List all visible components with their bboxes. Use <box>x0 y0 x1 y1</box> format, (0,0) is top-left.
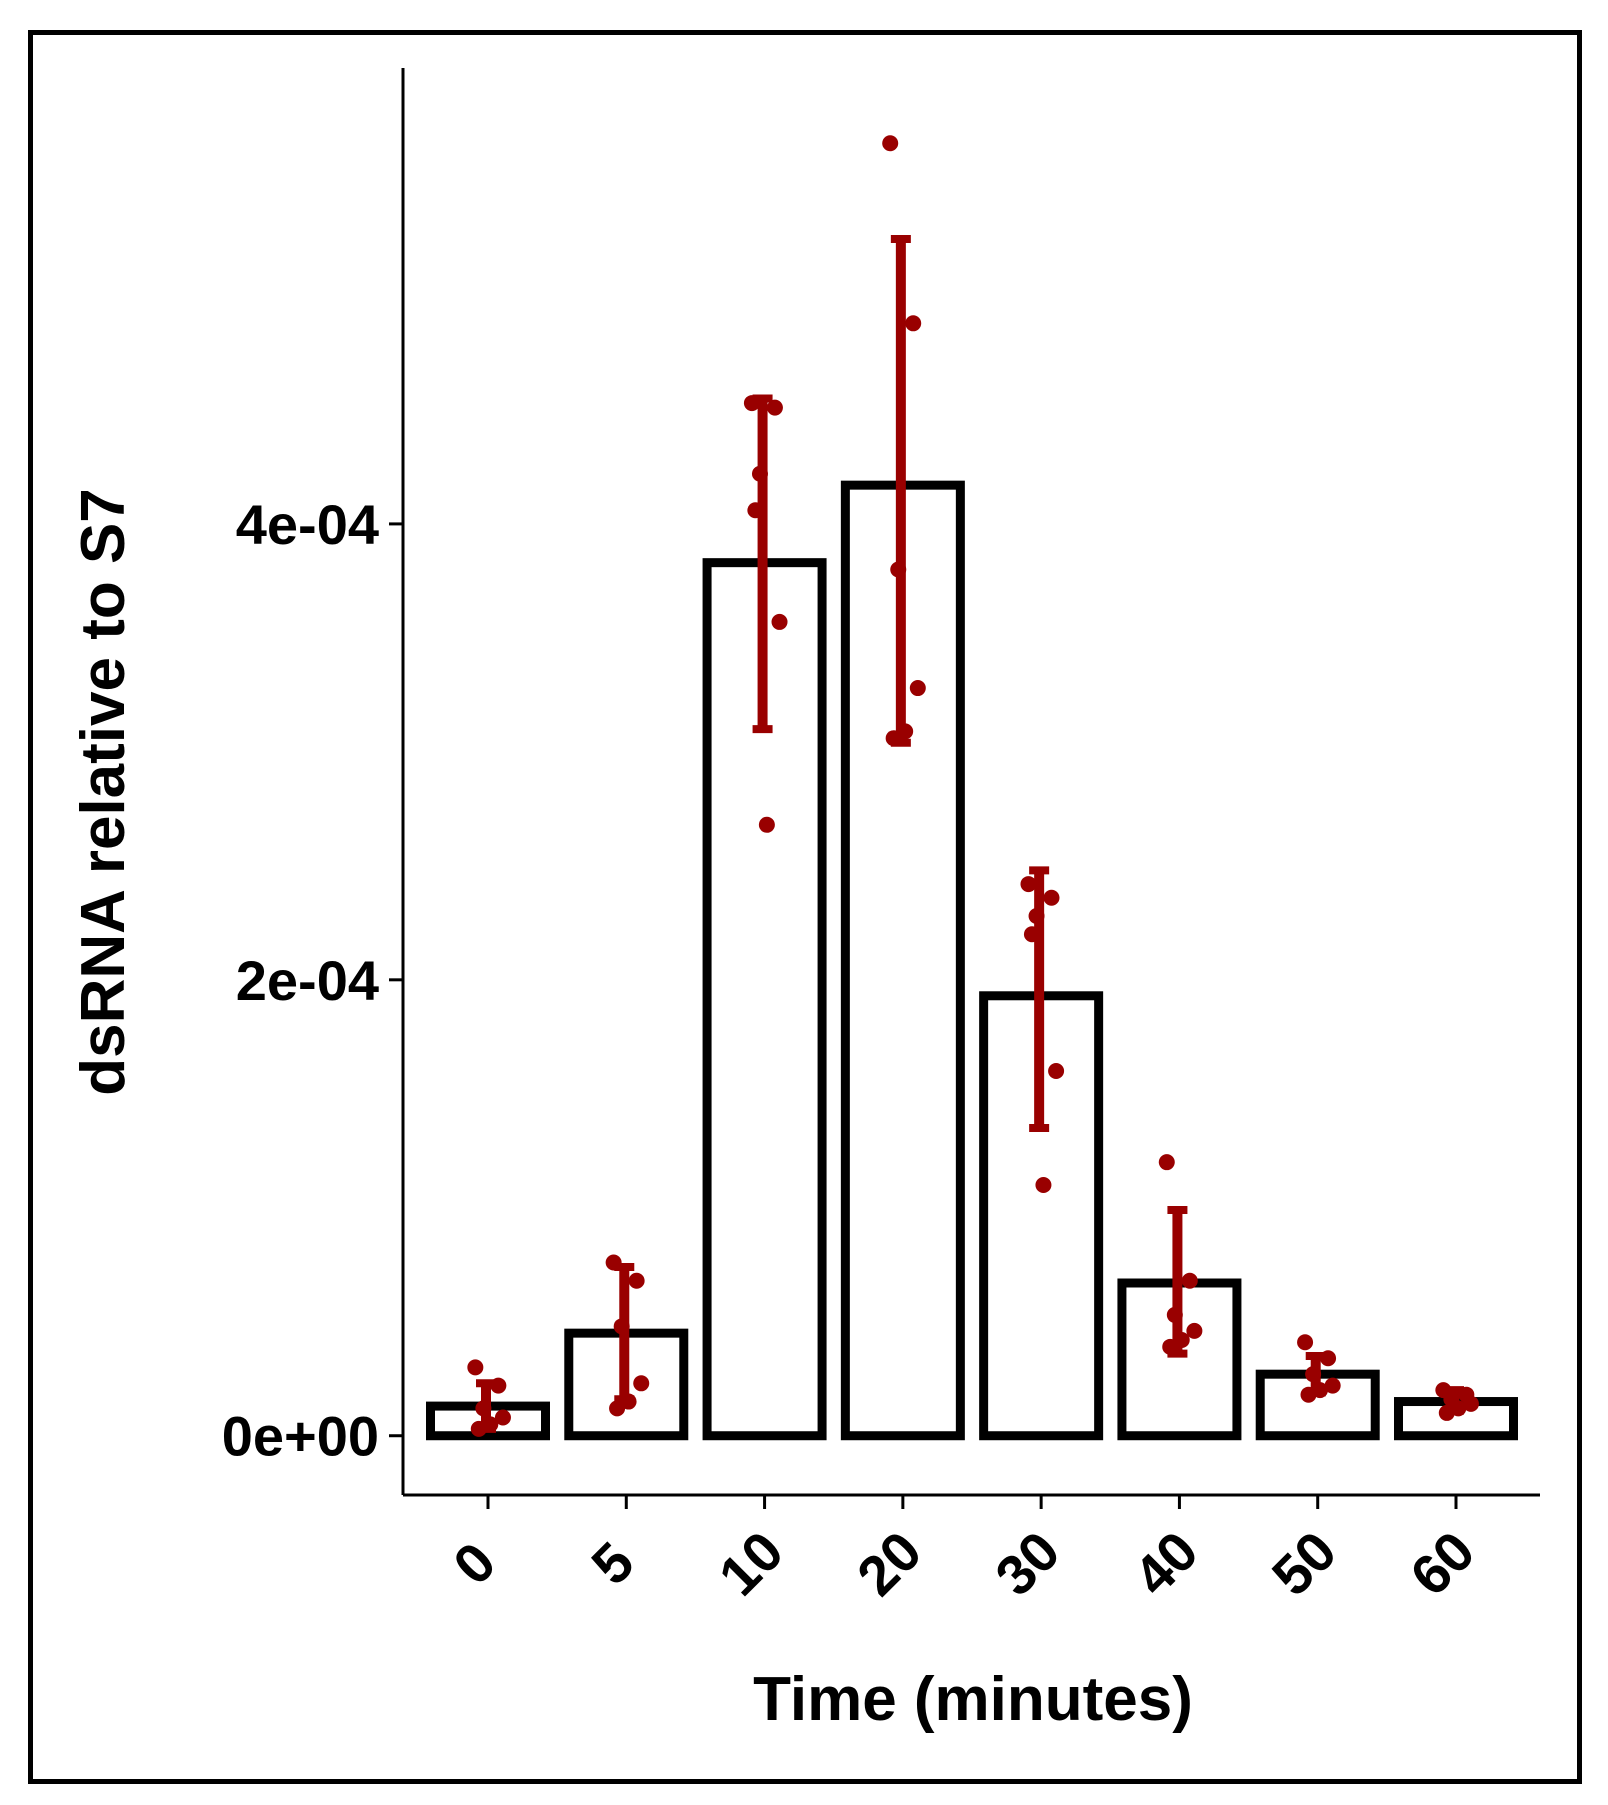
data-point <box>1297 1334 1314 1351</box>
data-point <box>771 613 788 630</box>
data-point <box>1173 1331 1190 1348</box>
data-point <box>475 1400 492 1417</box>
data-point <box>743 395 760 412</box>
figure-frame <box>28 30 1582 1784</box>
data-point <box>494 1409 511 1426</box>
data-point <box>1320 1350 1337 1367</box>
data-point <box>751 465 768 482</box>
data-point <box>490 1377 507 1394</box>
data-point <box>1462 1395 1479 1412</box>
data-point <box>633 1375 650 1392</box>
data-point <box>1300 1386 1317 1403</box>
x-tick-label: 40 <box>1121 1519 1210 1608</box>
x-tick-label: 30 <box>983 1519 1072 1608</box>
data-point <box>1305 1366 1322 1383</box>
data-point <box>905 315 922 332</box>
x-tick-label: 0 <box>441 1530 508 1597</box>
data-point <box>609 1400 626 1417</box>
bar <box>979 991 1104 1441</box>
bars-group <box>426 480 1518 1441</box>
data-point <box>470 1420 487 1437</box>
data-point <box>613 1318 630 1335</box>
y-tick-label: 0e+00 <box>222 1405 379 1468</box>
data-point <box>1035 1176 1052 1193</box>
x-tick-label: 5 <box>579 1530 646 1597</box>
points-group <box>467 135 1479 1437</box>
data-point <box>628 1272 645 1289</box>
data-point <box>1186 1322 1203 1339</box>
x-tick-label: 60 <box>1398 1519 1487 1608</box>
y-axis-title: dsRNA relative to S7 <box>69 488 138 1096</box>
data-point <box>1158 1154 1175 1171</box>
x-ticks-group: 0 5 10 20 30 40 50 60 <box>441 1495 1487 1608</box>
x-tick-label: 10 <box>706 1519 795 1608</box>
data-point <box>620 1393 637 1410</box>
data-point <box>766 399 783 416</box>
data-point <box>1181 1272 1198 1289</box>
data-point <box>747 502 764 519</box>
data-point <box>909 680 926 697</box>
data-point <box>605 1254 622 1271</box>
data-point <box>1166 1306 1183 1323</box>
data-point <box>1162 1338 1179 1355</box>
axes-group <box>401 68 1540 1497</box>
data-point <box>1043 889 1060 906</box>
data-point <box>1023 926 1040 943</box>
x-tick-label: 50 <box>1260 1519 1349 1608</box>
errorbars-group <box>476 234 1464 1433</box>
data-point <box>1324 1377 1341 1394</box>
y-tick-label: 2e-04 <box>236 949 379 1012</box>
x-tick-label: 20 <box>845 1519 934 1608</box>
data-point <box>758 816 775 833</box>
data-point <box>897 723 914 740</box>
data-point <box>882 135 899 152</box>
x-axis-title: Time (minutes) <box>753 1665 1193 1734</box>
data-point <box>467 1359 484 1376</box>
data-point <box>1020 876 1037 893</box>
data-point <box>885 730 902 747</box>
y-ticks-group: 0e+00 2e-04 4e-04 <box>222 493 403 1468</box>
data-point <box>890 561 907 578</box>
data-point <box>1048 1063 1065 1080</box>
y-tick-label: 4e-04 <box>236 493 379 556</box>
data-point <box>1438 1404 1455 1421</box>
data-point <box>1028 907 1045 924</box>
